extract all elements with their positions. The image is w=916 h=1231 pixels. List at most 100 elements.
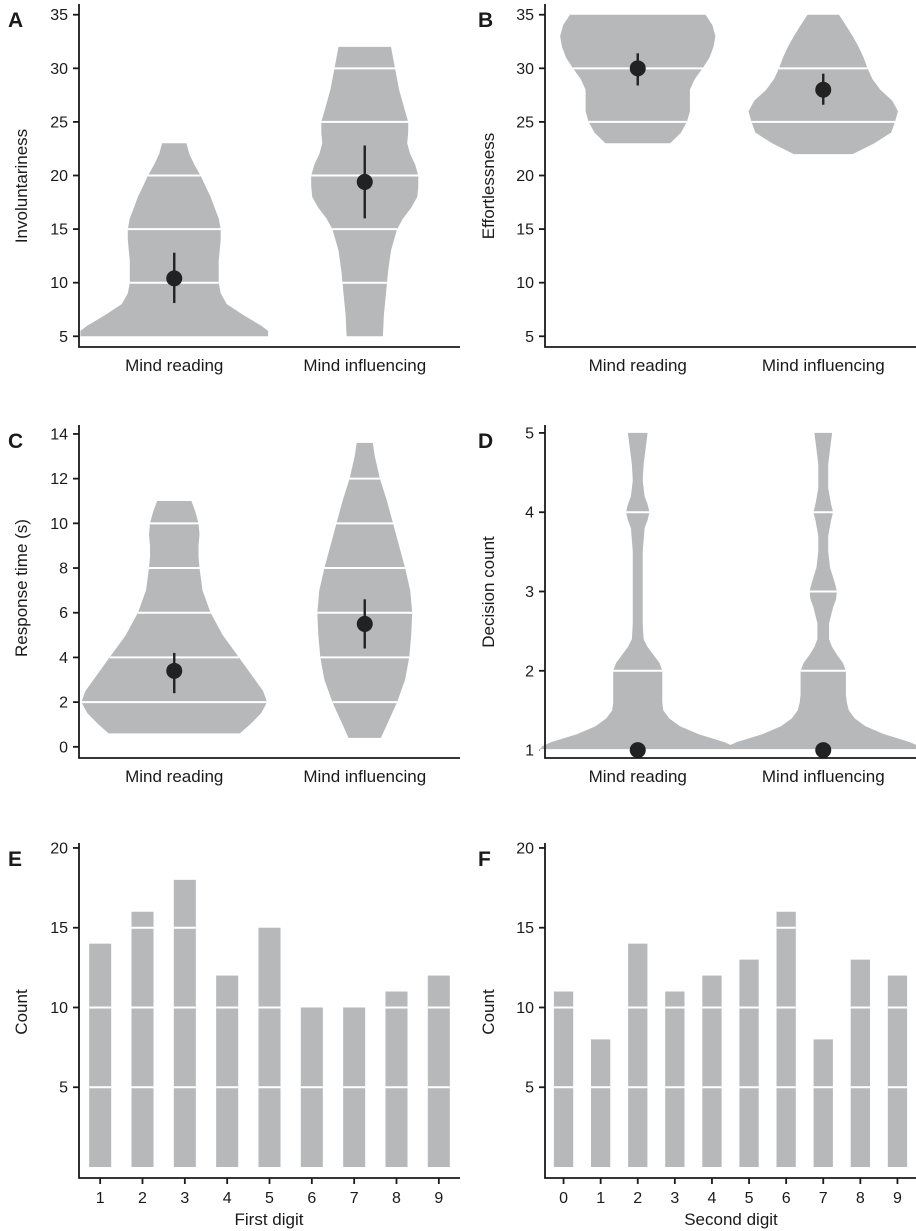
y-tick-label: 2 [59, 695, 68, 712]
violin-1 [81, 501, 268, 734]
x-tick-label: 0 [559, 1190, 568, 1207]
mean-point [356, 173, 373, 190]
axes [544, 843, 916, 1179]
x-tick-label: 1 [596, 1190, 605, 1207]
panel-e: 5 10 15 20 1 2 3 4 5 6 7 8 9 E Count First digit [8, 840, 460, 1229]
x-tick-label: 5 [265, 1190, 274, 1207]
y-tick-label: 5 [525, 1080, 534, 1097]
y-axis-label: Involuntariness [12, 129, 31, 243]
x-tick-label: 3 [180, 1190, 189, 1207]
mean-point [815, 742, 832, 759]
y-tick-label: 10 [50, 516, 68, 533]
mean-point [166, 270, 183, 287]
bar-2 [131, 911, 154, 1167]
panel-b: 5 10 15 20 25 30 35 Mind reading Mind influencin… [478, 4, 916, 375]
y-axis-label: Count [479, 989, 498, 1035]
y-axis-label: Effortlessness [479, 133, 498, 239]
axes [544, 425, 916, 759]
panel-a: 5 10 15 20 25 30 35 Mind reading Mind influencin… [8, 4, 460, 375]
y-tick-label: 15 [516, 222, 534, 239]
bar-3 [665, 991, 685, 1167]
x-tick-label: 2 [633, 1190, 642, 1207]
panel-d: 1 2 3 4 5 Mind reading Mind influencing D Deci… [478, 425, 916, 786]
y-axis-label: Count [12, 989, 31, 1035]
y-tick-label: 12 [50, 471, 68, 488]
x-tick-label: 4 [223, 1190, 232, 1207]
bar-4 [702, 975, 722, 1167]
violin-1 [539, 432, 737, 751]
y-tick-label: 4 [525, 505, 534, 522]
y-tick-label: 25 [516, 114, 534, 131]
bar-0 [553, 991, 574, 1167]
bar-5 [258, 927, 281, 1167]
bar-4 [216, 975, 239, 1167]
bar-2 [628, 943, 648, 1167]
x-tick-label: 9 [434, 1190, 443, 1207]
bar-6 [776, 911, 796, 1167]
panel-label: D [478, 430, 493, 453]
mean-point [629, 742, 646, 759]
axes [544, 4, 916, 348]
y-tick-label: 5 [525, 329, 534, 346]
violin-1 [80, 143, 269, 337]
plot-group: 0 2 4 6 8 10 12 14 Mind reading Mind influencing [50, 425, 460, 786]
panel-label: B [478, 9, 493, 32]
x-tick-label: 8 [392, 1190, 401, 1207]
category-label: Mind reading [589, 356, 687, 375]
x-tick-label: 9 [893, 1190, 902, 1207]
category-label: Mind influencing [762, 356, 885, 375]
y-tick-label: 30 [516, 61, 534, 78]
axes [78, 425, 460, 759]
bar-3 [173, 879, 196, 1167]
x-tick-label: 6 [782, 1190, 791, 1207]
bar-8 [385, 991, 408, 1167]
y-tick-label: 3 [525, 584, 534, 601]
y-tick-label: 4 [59, 650, 68, 667]
x-tick-label: 3 [670, 1190, 679, 1207]
y-tick-label: 15 [516, 920, 534, 937]
y-tick-label: 1 [525, 743, 534, 760]
y-tick-label: 6 [59, 605, 68, 622]
mean-point [815, 81, 832, 98]
bar-7 [813, 1039, 833, 1167]
y-tick-label: 10 [516, 1000, 534, 1017]
category-label: Mind reading [589, 767, 687, 786]
y-tick-label: 25 [50, 114, 68, 131]
x-axis-label: Second digit [684, 1210, 778, 1229]
category-label: Mind influencing [762, 767, 885, 786]
y-axis-label: Response time (s) [12, 519, 31, 657]
plot-group: 1 2 3 4 5 Mind reading Mind influencing [525, 425, 916, 786]
y-tick-label: 35 [516, 7, 534, 24]
category-label: Mind influencing [303, 767, 426, 786]
y-tick-label: 0 [59, 739, 68, 756]
violin-2 [317, 442, 413, 738]
bar-5 [739, 959, 759, 1167]
bar-1 [591, 1039, 611, 1167]
panel-f: 5 10 15 20 0 1 2 3 4 5 6 7 8 9 F Count Second digit [478, 840, 916, 1229]
mean-point [629, 60, 646, 77]
bar-1 [89, 943, 112, 1167]
panel-label: F [478, 848, 491, 871]
category-label: Mind reading [125, 356, 223, 375]
axes [78, 4, 460, 348]
bar-9 [887, 975, 908, 1167]
y-tick-label: 15 [50, 222, 68, 239]
y-tick-label: 10 [50, 1000, 68, 1017]
panel-label: C [8, 430, 23, 453]
y-tick-label: 5 [525, 425, 534, 442]
mean-point [356, 615, 373, 632]
y-tick-label: 20 [50, 168, 68, 185]
y-tick-label: 30 [50, 61, 68, 78]
y-tick-label: 5 [59, 329, 68, 346]
panel-label: A [8, 9, 23, 32]
category-label: Mind reading [125, 767, 223, 786]
bar-8 [850, 959, 870, 1167]
mean-point [166, 662, 183, 679]
y-tick-label: 20 [50, 840, 68, 857]
y-tick-label: 5 [59, 1080, 68, 1097]
y-axis-label: Decision count [479, 536, 498, 648]
x-tick-label: 1 [96, 1190, 105, 1207]
plot-group: 5 10 15 20 1 2 3 4 5 6 7 8 9 [50, 840, 460, 1207]
